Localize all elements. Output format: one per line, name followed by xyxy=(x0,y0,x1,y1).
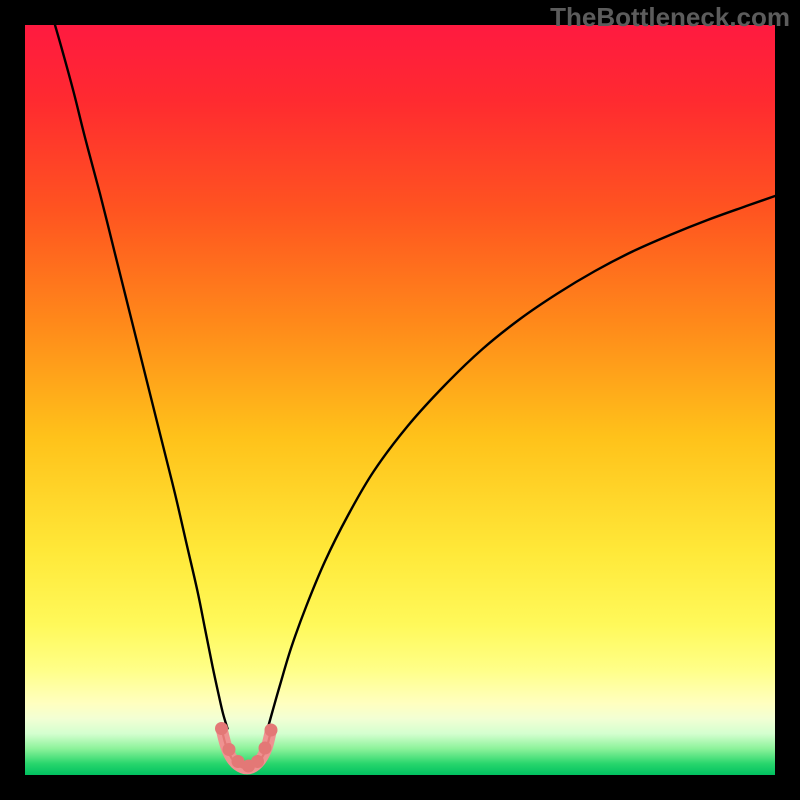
dip-marker xyxy=(259,742,272,755)
dip-marker xyxy=(265,724,278,737)
dip-marker xyxy=(251,755,264,768)
chart-svg xyxy=(25,25,775,775)
dip-marker xyxy=(223,743,236,756)
watermark-text: TheBottleneck.com xyxy=(550,2,790,33)
dip-marker xyxy=(215,722,228,735)
outer-frame xyxy=(0,0,800,800)
gradient-background xyxy=(25,25,775,775)
plot-area xyxy=(25,25,775,775)
figure-root: TheBottleneck.com xyxy=(0,0,800,800)
